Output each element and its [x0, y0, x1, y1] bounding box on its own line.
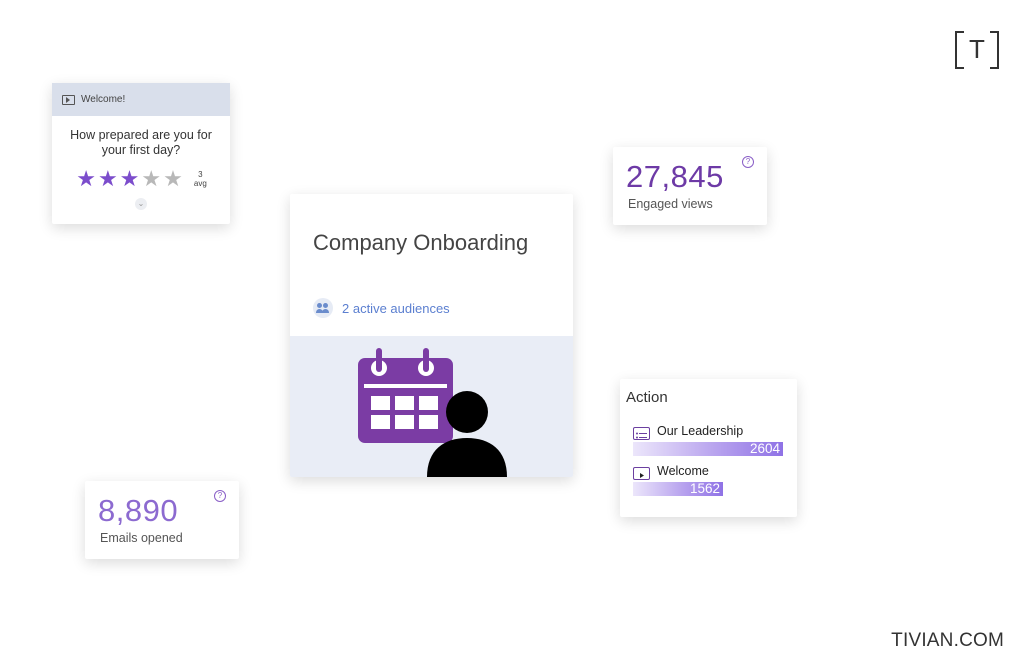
welcome-rating-card: Welcome! How prepared are you for your f… — [52, 83, 230, 224]
hero-illustration — [358, 348, 507, 477]
people-icon-body — [322, 309, 329, 313]
engaged-views-label: Engaged views — [628, 197, 713, 211]
welcome-card-title: Welcome! — [81, 94, 126, 105]
chevron-down-icon[interactable]: ⌄ — [135, 198, 147, 210]
program-card[interactable]: Company Onboarding 2 active audiences — [290, 194, 573, 477]
play-icon — [633, 467, 650, 480]
person-icon — [427, 391, 507, 477]
star-icon: ★ — [119, 166, 140, 191]
people-icon-body — [316, 309, 323, 313]
action-item-name: Our Leadership — [657, 424, 744, 438]
people-icon-head — [317, 303, 322, 308]
program-title: Company Onboarding — [313, 230, 529, 255]
logo-bracket-left — [955, 31, 964, 69]
people-icon-head — [323, 303, 328, 308]
emails-opened-value: 8,890 — [98, 493, 179, 528]
people-icon — [313, 298, 333, 318]
logo-letter: T — [969, 34, 985, 64]
play-icon-glyph — [640, 473, 644, 478]
action-card-title: Action — [626, 389, 668, 406]
logo-bracket-right — [990, 31, 999, 69]
action-card: Action Our Leadership 2604 Welcome 1562 — [620, 379, 797, 517]
star-icon: ★ — [141, 166, 162, 191]
site-url: TIVIAN.COM — [891, 630, 1004, 651]
question-icon[interactable]: ? — [214, 490, 226, 502]
list-icon — [633, 427, 650, 440]
star-icon: ★ — [163, 166, 183, 191]
action-item-bar: 1562 — [633, 482, 723, 496]
list-icon-glyph — [636, 432, 647, 439]
star-icon: ★ — [76, 166, 96, 191]
calendar-icon — [358, 348, 453, 443]
star-icon: ★ — [97, 166, 118, 191]
welcome-card-header: Welcome! — [52, 83, 230, 116]
action-item-name: Welcome — [657, 464, 709, 478]
survey-question: How prepared are you for your first day? — [70, 128, 212, 157]
star-rating: ★ ★ ★ ★ ★ 3 avg — [52, 168, 230, 190]
rating-average: 3 avg — [194, 170, 207, 188]
action-item-value: 1562 — [689, 481, 720, 496]
rating-average-value: 3 — [198, 170, 203, 179]
emails-opened-card: 8,890 Emails opened ? — [85, 481, 239, 559]
emails-opened-label: Emails opened — [100, 531, 183, 545]
active-audiences-link[interactable]: 2 active audiences — [342, 301, 450, 316]
play-icon — [62, 94, 75, 105]
engaged-views-card: 27,845 Engaged views ? — [613, 147, 767, 225]
question-icon[interactable]: ? — [742, 156, 754, 168]
action-item-bar: 2604 — [633, 442, 783, 456]
engaged-views-value: 27,845 — [626, 159, 724, 194]
action-item-value: 2604 — [749, 441, 780, 456]
brand-logo: T — [955, 31, 999, 69]
rating-average-label: avg — [193, 179, 207, 188]
program-hero-image — [290, 336, 573, 477]
